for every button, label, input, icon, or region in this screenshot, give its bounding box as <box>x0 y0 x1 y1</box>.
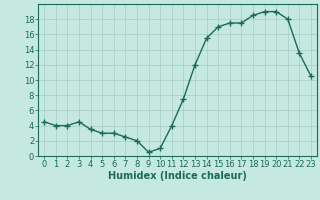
X-axis label: Humidex (Indice chaleur): Humidex (Indice chaleur) <box>108 171 247 181</box>
